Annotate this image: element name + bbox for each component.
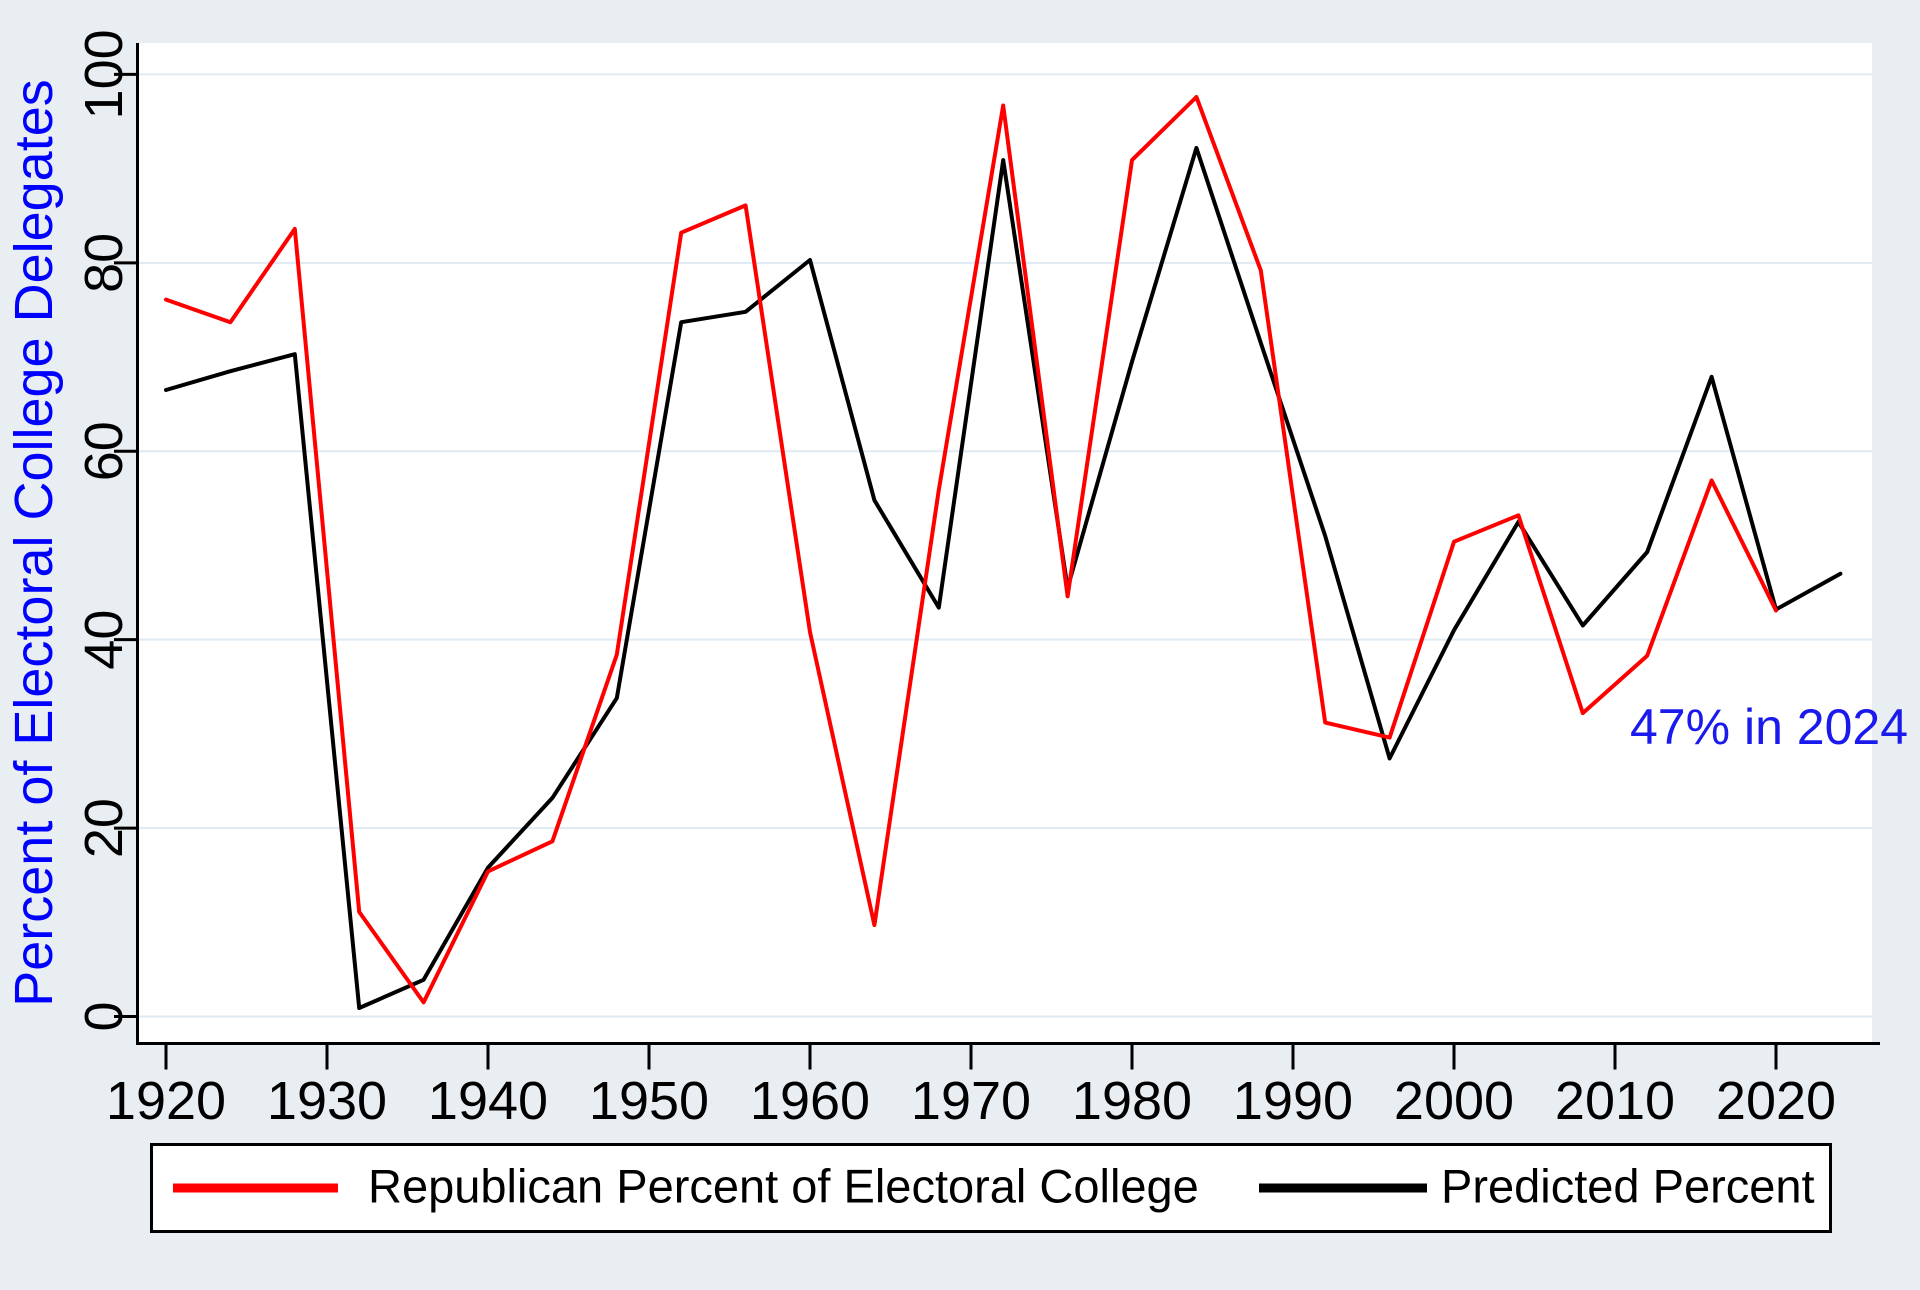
x-tick-label-1960: 1960 [750, 1071, 870, 1131]
x-tick-label-1930: 1930 [267, 1071, 387, 1131]
legend: Republican Percent of Electoral College … [150, 1143, 1832, 1233]
x-tick-label-1990: 1990 [1233, 1071, 1353, 1131]
x-tick-label-2000: 2000 [1394, 1071, 1514, 1131]
x-tick-label-1980: 1980 [1072, 1071, 1192, 1131]
annotation-2024: 47% in 2024 [1630, 699, 1909, 755]
legend-swatch-republican [173, 1183, 338, 1193]
series-line-predicted [164, 145, 1843, 1010]
y-tick-label-100: 100 [74, 29, 134, 119]
x-tick-label-1940: 1940 [428, 1071, 548, 1131]
legend-swatch-predicted [1259, 1183, 1427, 1193]
x-tick-label-1920: 1920 [106, 1071, 226, 1131]
x-tick-label-2020: 2020 [1716, 1071, 1836, 1131]
plot-area [136, 43, 1872, 1044]
y-axis-title: Percent of Electoral College Delegates [4, 79, 64, 1007]
legend-label-predicted: Predicted Percent [1441, 1159, 1815, 1213]
y-tick-label-0: 0 [74, 1001, 134, 1031]
x-tick-label-1970: 1970 [911, 1071, 1031, 1131]
y-tick-label-20: 20 [74, 798, 134, 858]
y-tick-label-40: 40 [74, 610, 134, 670]
legend-label-republican: Republican Percent of Electoral College [368, 1159, 1199, 1213]
y-tick-label-60: 60 [74, 421, 134, 481]
y-tick-label-80: 80 [74, 233, 134, 293]
x-tick-label-2010: 2010 [1555, 1071, 1675, 1131]
series-line-republican [164, 95, 1778, 1005]
x-tick-label-1950: 1950 [589, 1071, 709, 1131]
